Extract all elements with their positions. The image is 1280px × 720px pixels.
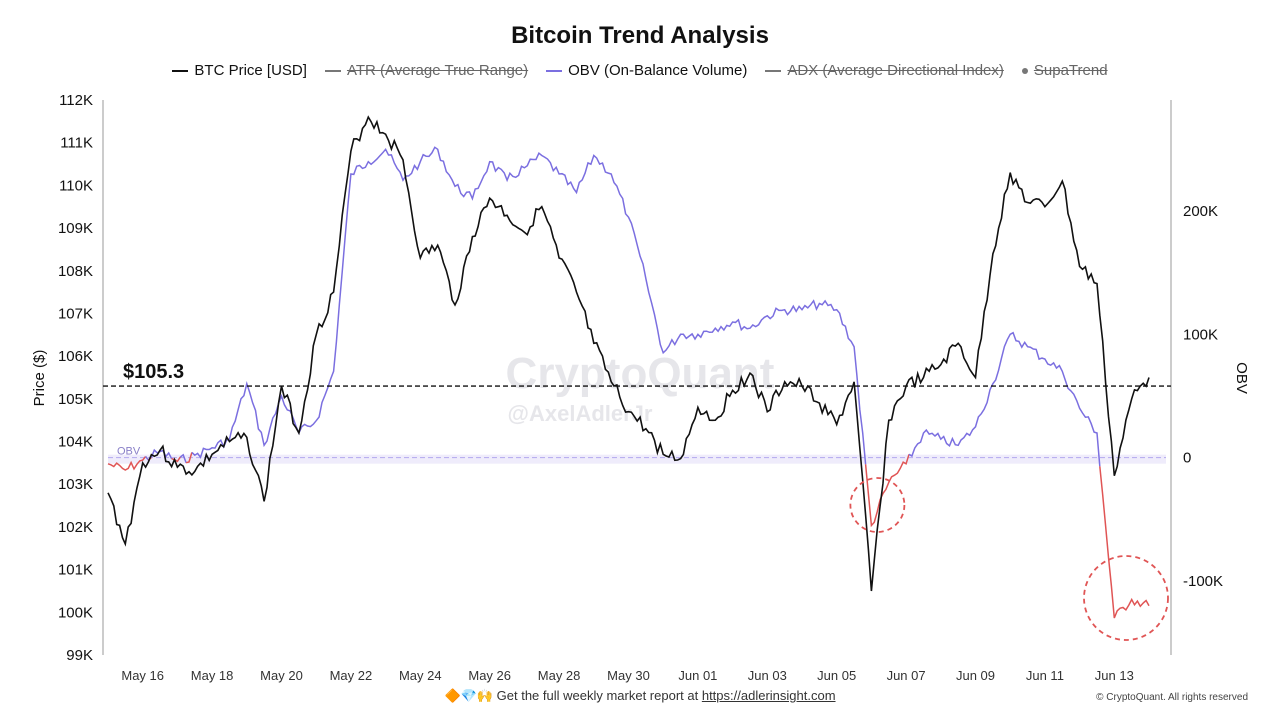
legend-label: SupaTrend	[1033, 62, 1108, 79]
y-tick-label-right: -100K	[1183, 573, 1223, 590]
y-tick-label-left: 110K	[59, 177, 93, 194]
reference-line-label: $105.3	[123, 361, 184, 383]
x-tick-label: Jun 11	[1026, 668, 1064, 683]
annotation-circle	[849, 477, 906, 533]
y-tick-label-left: 105K	[58, 391, 93, 408]
x-tick-label: May 28	[538, 668, 581, 683]
y-tick-label-left: 112K	[59, 92, 93, 109]
x-tick-label: May 26	[468, 668, 511, 683]
y-tick-label-right: 0	[1183, 450, 1191, 467]
legend-swatch	[172, 69, 189, 72]
obv-negative-line	[1099, 466, 1150, 619]
y-axis-title-right: OBV	[1233, 362, 1250, 394]
x-tick-label: Jun 03	[748, 668, 787, 683]
legend-label: ADX (Average Directional Index)	[787, 62, 1004, 79]
copyright: © CryptoQuant. All rights reserved	[1096, 692, 1248, 703]
obv-line	[145, 456, 150, 461]
legend-swatch	[324, 69, 341, 72]
watermark-handle: @AxelAdlerJr	[508, 401, 653, 426]
obv-negative-line	[107, 456, 147, 471]
obv-line	[179, 453, 187, 463]
legend-item-3[interactable]: ADX (Average Directional Index)	[765, 62, 1004, 79]
legend-label: BTC Price [USD]	[194, 62, 307, 79]
x-tick-label: May 22	[330, 668, 373, 683]
x-tick-label: Jun 01	[678, 668, 717, 683]
chart-title: Bitcoin Trend Analysis	[511, 22, 769, 49]
annotation-circle	[1083, 555, 1169, 641]
y-tick-label-left: 111K	[60, 135, 93, 152]
y-tick-label-left: 101K	[58, 562, 93, 579]
legend-label: ATR (Average True Range)	[346, 62, 529, 79]
footer-text: Get the full weekly market report at	[496, 688, 702, 703]
footer: 🔶💎🙌 Get the full weekly market report at…	[0, 688, 1280, 704]
x-tick-label: Jun 05	[817, 668, 856, 683]
y-tick-label-right: 100K	[1183, 326, 1218, 343]
y-tick-label-left: 102K	[58, 519, 93, 536]
x-tick-label: May 18	[191, 668, 234, 683]
legend: BTC Price [USD] ATR (Average True Range) O…	[0, 62, 1280, 79]
legend-swatch	[765, 69, 782, 72]
legend-swatch	[1021, 67, 1028, 74]
legend-item-4[interactable]: SupaTrend	[1021, 62, 1108, 79]
x-tick-label: May 16	[121, 668, 164, 683]
legend-item-1[interactable]: ATR (Average True Range)	[324, 62, 529, 79]
x-tick-label: Jun 13	[1095, 668, 1134, 683]
y-tick-label-left: 108K	[58, 263, 93, 280]
obv-negative-line	[171, 456, 181, 463]
footer-link[interactable]: https://adlerinsight.com	[701, 688, 836, 703]
y-axis-title-left: Price ($)	[31, 350, 48, 407]
y-tick-label-left: 107K	[58, 305, 93, 322]
x-tick-label: May 24	[399, 668, 442, 683]
y-tick-label-left: 104K	[58, 434, 93, 451]
y-tick-label-left: 100K	[58, 604, 93, 621]
obv-line	[150, 448, 173, 460]
y-tick-label-right: 200K	[1183, 203, 1218, 220]
obv-zero-label: OBV	[117, 446, 141, 458]
obv-line	[191, 146, 867, 465]
footer-emoji: 🔶💎🙌	[444, 688, 494, 703]
obv-line	[908, 331, 1101, 467]
legend-swatch	[546, 69, 563, 72]
obv-negative-line	[864, 454, 910, 528]
legend-item-2[interactable]: OBV (On-Balance Volume)	[546, 62, 747, 79]
y-tick-label-left: 99K	[66, 647, 93, 664]
x-tick-label: May 30	[607, 668, 650, 683]
legend-item-0[interactable]: BTC Price [USD]	[172, 62, 307, 79]
y-tick-label-left: 106K	[58, 348, 93, 365]
y-tick-label-left: 109K	[58, 220, 93, 237]
y-tick-label-left: 103K	[58, 476, 93, 493]
obv-negative-line	[185, 452, 193, 464]
x-tick-label: May 20	[260, 668, 303, 683]
legend-label: OBV (On-Balance Volume)	[568, 62, 748, 79]
x-tick-label: Jun 09	[956, 668, 995, 683]
x-tick-label: Jun 07	[887, 668, 926, 683]
obv-zero-band	[108, 454, 1166, 464]
watermark-logo: CryptoQuant	[506, 349, 775, 398]
